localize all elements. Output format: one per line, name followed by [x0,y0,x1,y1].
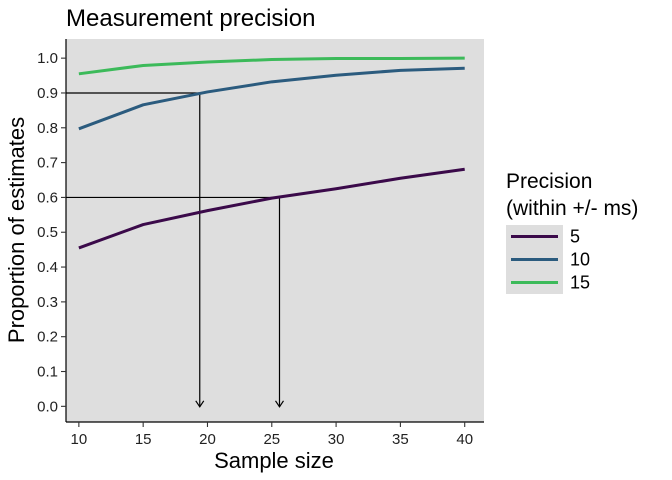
x-tick-label: 15 [135,431,152,448]
y-tick-label: 0.7 [37,155,58,172]
legend-items: 5 10 15 [506,225,590,294]
x-axis-ticks: 10 15 20 25 30 35 40 [71,422,473,448]
x-tick-label: 40 [456,431,473,448]
y-tick-label: 0.4 [37,259,58,276]
y-tick-label: 1.0 [37,50,58,67]
x-tick-label: 30 [328,431,345,448]
y-tick-label: 0.3 [37,294,58,311]
reference-lines [66,92,280,407]
legend: Precision (within +/- ms) 5 10 15 [506,170,638,294]
legend-label-5: 5 [570,227,580,247]
y-tick-label: 0.6 [37,189,58,206]
series-line-15 [78,56,465,76]
legend-title-line2: (within +/- ms) [506,197,638,220]
x-axis-title: Sample size [214,448,334,473]
series-line-5 [78,167,465,250]
series-line-10 [78,66,465,131]
legend-label-10: 10 [570,250,590,270]
y-tick-label: 0.1 [37,364,58,381]
chart-title: Measurement precision [66,5,315,32]
y-tick-label: 0.9 [37,85,58,102]
y-tick-label: 0.5 [37,224,58,241]
y-tick-label: 0.0 [37,398,58,415]
y-axis-ticks: 0.0 0.1 0.2 0.3 0.4 0.5 0.6 0.7 0.8 0.9 1.0 [37,50,66,415]
x-tick-label: 20 [199,431,216,448]
y-tick-label: 0.2 [37,329,58,346]
axes [65,39,484,423]
x-tick-label: 10 [71,431,88,448]
legend-title-line1: Precision [506,170,592,193]
x-tick-label: 35 [392,431,409,448]
series-lines [78,56,465,250]
y-tick-label: 0.8 [37,120,58,137]
legend-label-15: 15 [570,273,590,293]
y-axis-title: Proportion of estimates [4,117,29,343]
x-tick-label: 25 [263,431,280,448]
plot-panel [66,39,484,422]
